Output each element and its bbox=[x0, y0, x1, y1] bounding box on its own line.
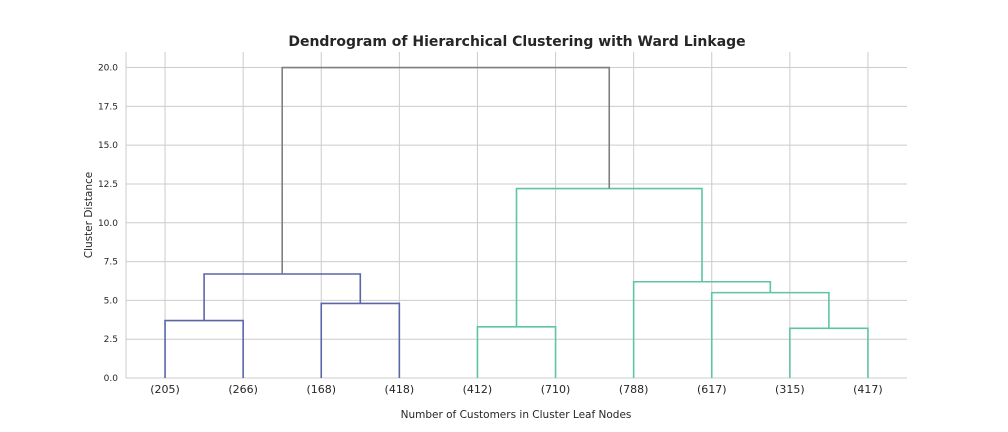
link-merge-412-710 bbox=[476, 325, 557, 378]
y-axis-label: Cluster Distance bbox=[83, 172, 95, 259]
link-merge-205-266 bbox=[164, 319, 244, 378]
y-tick-label: 12.5 bbox=[98, 180, 118, 190]
y-tick-label: 0.0 bbox=[104, 374, 119, 384]
chart-title: Dendrogram of Hierarchical Clustering wi… bbox=[288, 34, 745, 50]
x-tick-label: (710) bbox=[541, 383, 571, 396]
y-tick-label: 2.5 bbox=[104, 335, 118, 345]
x-tick-label: (418) bbox=[385, 383, 415, 396]
link-merge-788-sub bbox=[632, 280, 772, 378]
y-tick-label: 20.0 bbox=[98, 64, 118, 74]
x-tick-label: (266) bbox=[228, 383, 258, 396]
y-tick-label: 5.0 bbox=[104, 296, 119, 306]
y-tick-label: 17.5 bbox=[98, 102, 118, 112]
x-tick-label: (315) bbox=[775, 383, 805, 396]
y-tick-label: 15.0 bbox=[98, 141, 118, 151]
y-tick-labels: 0.0 2.5 5.0 7.5 10.0 12.5 15.0 17.5 20.0 bbox=[98, 64, 118, 384]
link-merge-168-418 bbox=[320, 302, 401, 378]
x-tick-label: (617) bbox=[697, 383, 727, 396]
x-tick-label: (788) bbox=[619, 383, 649, 396]
link-merge-root bbox=[281, 66, 611, 274]
x-tick-label: (205) bbox=[150, 383, 180, 396]
x-tick-labels: (205) (266) (168) (418) (412) (710) (788) (617)… bbox=[150, 383, 882, 396]
x-tick-label: (168) bbox=[306, 383, 336, 396]
link-merge-617-sub bbox=[710, 291, 830, 378]
link-merge-b-top bbox=[515, 187, 703, 327]
x-axis-label: Number of Customers in Cluster Leaf Node… bbox=[401, 409, 632, 421]
y-tick-label: 10.0 bbox=[98, 219, 118, 229]
x-tick-label: (412) bbox=[463, 383, 493, 396]
link-merge-a-top bbox=[203, 273, 362, 321]
dendrogram-links bbox=[164, 66, 869, 378]
link-merge-315-417 bbox=[789, 327, 869, 378]
y-tick-label: 7.5 bbox=[104, 258, 118, 268]
x-tick-label: (417) bbox=[853, 383, 883, 396]
